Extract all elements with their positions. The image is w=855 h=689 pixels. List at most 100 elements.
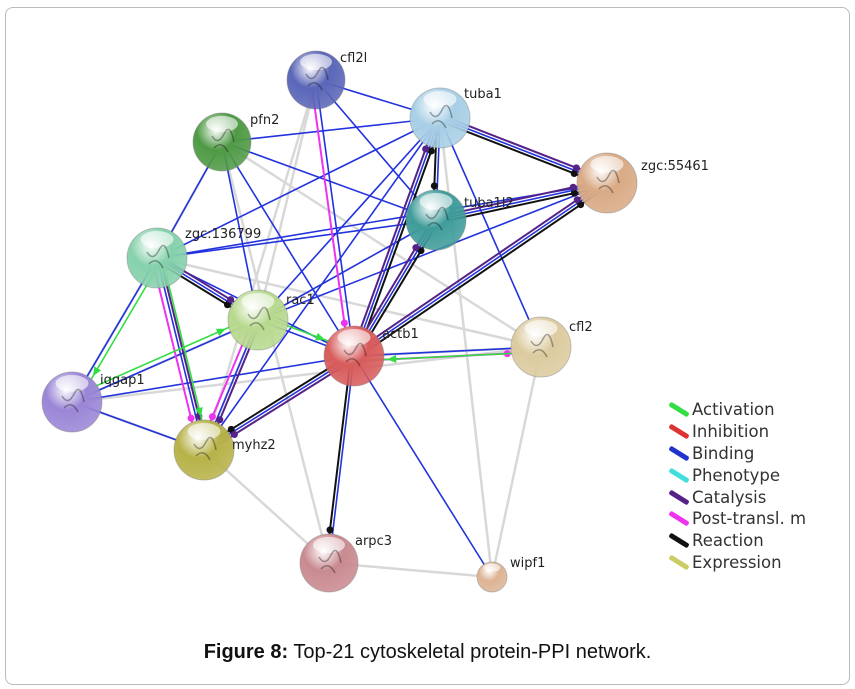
node-label: rac1 (286, 293, 315, 308)
edge-binding-tuba1l2-rac1 (257, 219, 437, 321)
edge-end-dot (577, 201, 585, 209)
protein-sphere[interactable] (409, 87, 471, 149)
edge-binding-tuba1-actb1 (353, 117, 441, 357)
legend-swatch (668, 532, 690, 549)
edge-reaction-actb1-tuba1 (355, 118, 444, 358)
legend-swatch (668, 445, 690, 462)
protein-structure-icon (343, 342, 367, 367)
edge-binding-pfn2-actb1 (221, 141, 355, 357)
edge-end-dot (417, 247, 425, 255)
activation-arrowhead (315, 332, 325, 341)
edge-binding-zgc55461-rac1 (257, 182, 608, 321)
legend-item-phenotype: Phenotype (668, 464, 806, 486)
edge-binding-cfl2l-actb1 (315, 79, 355, 357)
legend-label: Reaction (692, 531, 764, 551)
edge-textmining-pfn2-arpc3 (220, 141, 331, 564)
protein-sphere[interactable] (323, 325, 385, 387)
edge-reaction-tuba1-zgc55461 (438, 119, 607, 187)
edge-binding-actb1-wipf1 (353, 355, 493, 578)
edge-end-dot (326, 526, 334, 534)
activation-arrowhead (194, 407, 203, 417)
caption-text: Top-21 cytoskeletal protein-PPI network. (288, 641, 652, 663)
sphere-highlight (337, 329, 371, 346)
legend-item-binding: Binding (668, 443, 806, 465)
protein-sphere[interactable] (299, 533, 359, 593)
edge-end-dot (570, 169, 578, 177)
sphere-highlight (483, 563, 501, 572)
node-arpc3[interactable]: arpc3 (299, 533, 392, 593)
node-tuba1l2[interactable]: tuba1l2 (405, 189, 514, 251)
node-cfl2l[interactable]: cfl2l (286, 50, 367, 110)
protein-structure-icon (247, 306, 271, 331)
edge-posttransl-cfl2l-actb1 (310, 80, 351, 357)
sphere-highlight (524, 320, 558, 337)
node-label: wipf1 (510, 556, 545, 571)
activation-arrowhead (93, 366, 102, 377)
node-label: tuba1l2 (464, 196, 514, 211)
node-actb1[interactable]: actb1 (323, 325, 419, 387)
edge-end-dot (340, 319, 348, 327)
edge-binding-actb1-cfl2 (353, 346, 542, 357)
protein-structure-icon (193, 436, 217, 461)
protein-sphere[interactable] (192, 112, 252, 172)
node-zgc136799[interactable]: zgc:136799 (126, 227, 261, 289)
protein-structure-icon (425, 206, 449, 231)
legend-swatch (668, 510, 690, 527)
edge-activation-cfl2-actb1 (354, 351, 542, 362)
node-tuba1[interactable]: tuba1 (409, 87, 502, 149)
edge-end-dot (187, 414, 195, 422)
node-iqgap1[interactable]: iqgap1 (41, 371, 145, 433)
edge-binding-tuba1-zgc136799 (156, 117, 441, 259)
edge-end-dot (216, 416, 224, 424)
edge-end-dot (570, 189, 578, 197)
node-zgc55461[interactable]: zgc:55461 (576, 152, 709, 214)
caption-label: Figure 8: (203, 641, 289, 663)
legend-item-catalysis: Catalysis (668, 486, 806, 508)
node-wipf1[interactable]: wipf1 (476, 556, 545, 593)
edge-end-dot (422, 145, 430, 153)
protein-sphere[interactable] (476, 561, 508, 593)
edge-binding-tuba1l2-zgc136799 (156, 219, 437, 259)
sphere-highlight (419, 193, 453, 210)
legend-item-activation: Activation (668, 399, 806, 421)
legend-label: Binding (692, 443, 755, 463)
sphere-highlight (187, 423, 221, 440)
node-label: iqgap1 (100, 373, 145, 388)
sphere-highlight (313, 536, 345, 554)
edge-catalysis-tuba1-zgc55461 (440, 114, 609, 182)
protein-sphere[interactable] (510, 316, 572, 378)
legend-item-post-transl: Post-transl. m (668, 508, 806, 530)
figure-caption: Figure 8: Top-21 cytoskeletal protein-PP… (0, 641, 855, 664)
edge-end-dot (430, 182, 438, 190)
node-pfn2[interactable]: pfn2 (192, 112, 279, 172)
protein-structure-icon (596, 169, 620, 194)
legend-swatch (668, 489, 690, 506)
protein-sphere[interactable] (227, 289, 289, 351)
activation-arrowhead (215, 328, 226, 337)
edge-end-dot (573, 196, 581, 204)
protein-structure-icon (146, 244, 170, 269)
node-label: actb1 (382, 327, 419, 342)
node-myhz2[interactable]: myhz2 (173, 419, 276, 481)
legend-swatch (668, 554, 690, 571)
protein-sphere[interactable] (576, 152, 638, 214)
protein-sphere[interactable] (41, 371, 103, 433)
node-label: zgc:136799 (185, 227, 261, 242)
node-rac1[interactable]: rac1 (227, 289, 315, 351)
node-label: zgc:55461 (641, 159, 709, 174)
edge-end-dot (412, 244, 420, 252)
node-cfl2[interactable]: cfl2 (510, 316, 593, 378)
edge-end-dot (572, 164, 580, 172)
protein-sphere[interactable] (126, 227, 188, 289)
edge-binding-pfn2-tuba1l2 (221, 141, 437, 221)
protein-sphere[interactable] (173, 419, 235, 481)
edge-textmining-cfl2l-myhz2 (202, 79, 318, 451)
sphere-highlight (140, 231, 174, 248)
edge-binding-actb1-iqgap1 (71, 355, 355, 403)
protein-sphere[interactable] (405, 189, 467, 251)
protein-sphere[interactable] (286, 50, 346, 110)
protein-structure-icon (211, 128, 235, 153)
node-label: tuba1 (464, 87, 502, 102)
node-label: myhz2 (232, 438, 276, 453)
